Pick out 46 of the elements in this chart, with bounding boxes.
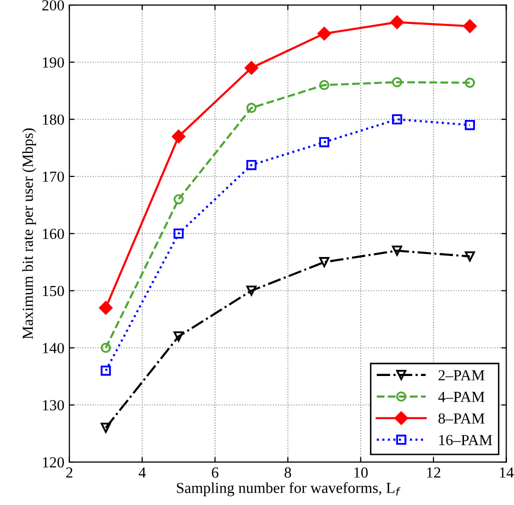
legend-label: 16–PAM [439, 434, 492, 446]
point [246, 102, 257, 113]
x-axis-title: Sampling number for waveforms, L$_{f}$ [176, 482, 401, 496]
y-tick-label: 170 [42, 172, 64, 182]
y-tick-label: 120 [42, 457, 64, 468]
point [246, 286, 257, 296]
x-tick-label: 4 [138, 467, 146, 478]
y-tick-label: 130 [42, 400, 64, 410]
point [463, 19, 477, 33]
point [392, 77, 402, 88]
point [464, 251, 475, 262]
y-tick-label: 140 [42, 342, 64, 354]
x-tick-label: 14 [500, 467, 514, 478]
point [174, 331, 184, 342]
point [464, 120, 475, 130]
x-tick-label: 6 [212, 467, 218, 478]
y-axis-title: Maximum bit rate per user (Mbps) [22, 128, 36, 339]
y-tick-label: 200 [42, 0, 64, 10]
point [392, 246, 402, 256]
point [172, 130, 186, 144]
point [174, 228, 184, 239]
point [244, 61, 258, 75]
point [319, 257, 330, 268]
legend-label: 8–PAM [438, 413, 484, 424]
x-tick-label: 12 [427, 467, 440, 478]
y-tick-label: 180 [42, 114, 64, 125]
point [100, 422, 111, 433]
point [319, 80, 330, 90]
point [464, 78, 475, 88]
y-tick-label: 160 [42, 228, 64, 240]
point [317, 26, 332, 40]
point [174, 194, 184, 204]
point [392, 114, 402, 124]
x-tick-label: 10 [354, 467, 368, 478]
legend-label: 2–PAM [438, 370, 484, 380]
point [319, 137, 330, 148]
point [99, 301, 113, 315]
y-tick-label: 150 [42, 286, 64, 296]
point [390, 15, 404, 29]
x-tick-label: 2 [66, 467, 72, 478]
point [246, 160, 257, 170]
point [100, 366, 111, 376]
legend-label: 4–PAM [438, 392, 484, 402]
y-tick-label: 190 [42, 57, 64, 68]
x-tick-label: 8 [284, 467, 292, 478]
point [100, 342, 111, 353]
